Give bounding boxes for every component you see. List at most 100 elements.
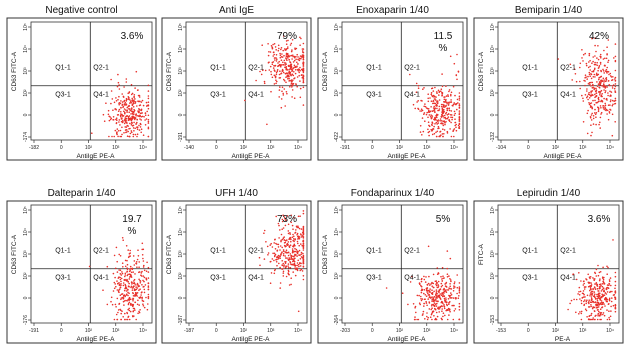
- event-dot: [457, 124, 460, 127]
- event-dot: [134, 102, 137, 104]
- event-dot: [271, 63, 274, 66]
- x-tick-label: 10²: [240, 145, 248, 151]
- event-dot: [131, 131, 133, 134]
- event-dot: [132, 271, 134, 273]
- event-dot: [139, 296, 142, 298]
- event-dot: [606, 113, 608, 115]
- event-dot: [581, 94, 583, 97]
- event-dot: [448, 295, 451, 298]
- event-dot: [597, 308, 599, 311]
- event-dot: [133, 113, 135, 115]
- event-dot: [611, 99, 614, 102]
- y-tick-label: 10³: [23, 250, 29, 258]
- event-dot: [448, 90, 450, 93]
- event-dot: [273, 272, 276, 275]
- event-dot: [112, 116, 115, 118]
- event-dot: [608, 73, 610, 76]
- event-dot: [139, 288, 141, 291]
- event-dot: [431, 285, 434, 288]
- event-dot: [267, 62, 270, 64]
- event-dot: [281, 268, 284, 270]
- event-dot: [586, 132, 589, 135]
- event-dot: [599, 127, 601, 129]
- event-dot: [439, 118, 442, 120]
- event-dot: [599, 61, 602, 64]
- event-dot: [107, 113, 110, 116]
- event-dot: [450, 121, 452, 124]
- event-dot: [602, 280, 604, 283]
- event-dot: [285, 219, 287, 222]
- event-dot: [293, 56, 296, 59]
- event-dot: [293, 235, 295, 238]
- event-dot: [302, 275, 305, 277]
- event-dot: [118, 84, 120, 86]
- event-dot: [433, 125, 435, 128]
- event-dot: [594, 113, 597, 116]
- event-dot: [130, 286, 132, 289]
- event-dot: [292, 61, 295, 63]
- event-dot: [448, 303, 450, 306]
- event-dot: [591, 87, 594, 89]
- y-tick-label: 10⁵: [23, 23, 29, 31]
- quadrant-label-2: Q2-1: [404, 65, 420, 72]
- event-dot: [594, 93, 596, 96]
- event-dot: [436, 307, 439, 309]
- event-dot: [136, 118, 138, 121]
- y-tick-label: 0: [334, 296, 340, 299]
- event-dot: [126, 135, 129, 137]
- event-dot: [302, 258, 305, 261]
- event-dot: [436, 282, 439, 284]
- event-dot: [419, 303, 422, 306]
- event-dot: [287, 241, 290, 243]
- event-dot: [116, 131, 118, 134]
- event-dot: [302, 239, 305, 242]
- event-dot: [614, 307, 617, 310]
- event-dot: [413, 318, 416, 321]
- event-dot: [143, 116, 145, 118]
- event-dot: [134, 98, 136, 100]
- event-dot: [446, 318, 449, 321]
- event-dot: [145, 278, 148, 280]
- event-dot: [114, 303, 117, 306]
- event-dot: [458, 291, 461, 294]
- event-dot: [601, 296, 603, 299]
- event-dot: [263, 82, 266, 85]
- y-tick-label: 10³: [334, 67, 340, 75]
- event-dot: [458, 287, 461, 290]
- y-tick-label: 10⁵: [23, 206, 29, 214]
- event-dot: [590, 299, 593, 302]
- event-dot: [140, 128, 143, 130]
- event-dot: [614, 298, 617, 301]
- event-dot: [296, 85, 299, 88]
- event-dot: [443, 110, 445, 113]
- y-tick-label: -176: [23, 315, 29, 325]
- event-dot: [131, 115, 134, 118]
- event-dot: [292, 263, 294, 266]
- event-dot: [607, 92, 609, 94]
- event-dot: [592, 300, 595, 303]
- event-dot: [122, 284, 125, 287]
- event-dot: [588, 54, 591, 57]
- event-dot: [282, 61, 284, 64]
- event-dot: [134, 101, 137, 103]
- event-dot: [458, 113, 461, 116]
- event-dot: [283, 216, 286, 218]
- event-dot: [603, 64, 606, 67]
- event-dot: [440, 134, 442, 136]
- event-dot: [421, 314, 424, 316]
- event-dot: [116, 297, 119, 300]
- event-dot: [412, 303, 415, 305]
- x-tick-label: 10²: [552, 328, 560, 334]
- event-dot: [590, 73, 592, 75]
- event-dot: [591, 107, 594, 110]
- event-dot: [287, 273, 290, 276]
- event-dot: [578, 291, 580, 293]
- event-dot: [432, 273, 435, 276]
- event-dot: [147, 271, 150, 273]
- event-dot: [274, 238, 276, 241]
- event-dot: [427, 292, 429, 295]
- event-dot: [611, 297, 613, 299]
- event-dot: [302, 245, 305, 247]
- event-dot: [595, 307, 598, 309]
